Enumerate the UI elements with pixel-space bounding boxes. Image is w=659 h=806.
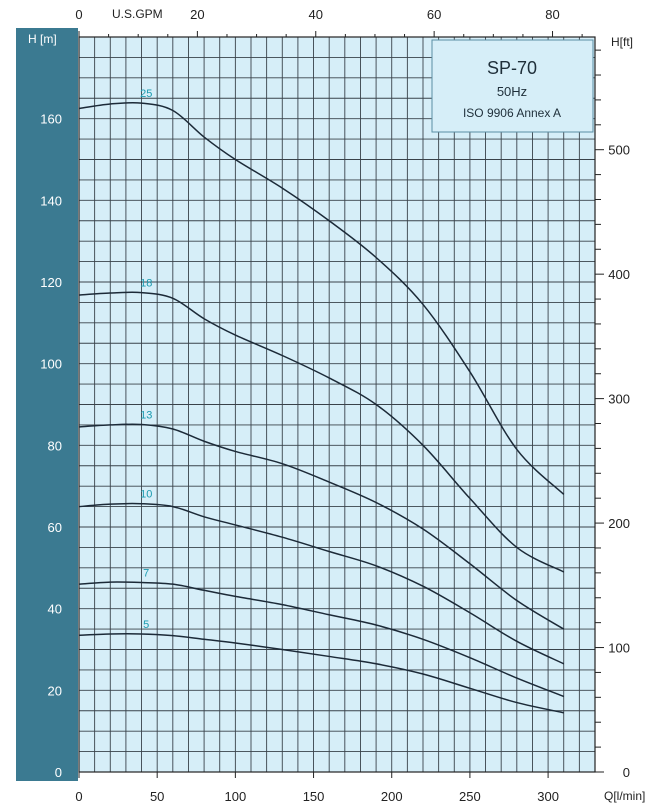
y-tick-label: 120 [40,275,62,290]
y-tick-label: 140 [40,193,62,208]
info-box-standard: ISO 9906 Annex A [463,106,561,120]
x-top-tick-label: 60 [427,7,441,22]
x-top-tick-label: 20 [190,7,204,22]
x-tick-label: 0 [75,789,82,804]
series-label-5: 5 [143,619,149,631]
y-tick-label: 160 [40,112,62,127]
y-tick-label: 40 [48,602,62,617]
series-curve-13 [78,423,565,630]
y-right-axis-title: H[ft] [611,35,633,49]
series-curve-18 [78,291,565,573]
x-tick-label: 100 [225,789,247,804]
series-curve-25 [78,101,565,495]
x-top-tick-label: 0 [75,7,82,22]
curves [78,101,565,714]
series-curve-7 [78,581,565,698]
y-tick-label: 0 [55,765,62,780]
axes: 0 50 100 150 200 250 3000204060801001201401600… [40,7,630,804]
y-right-tick-label: 400 [608,267,630,282]
x-tick-label: 150 [303,789,325,804]
x-tick-label: 250 [459,789,481,804]
series-curve-5 [78,633,564,714]
y-right-tick-label: 300 [608,392,630,407]
y-tick-label: 60 [48,520,62,535]
series-label-10: 10 [140,489,152,501]
y-axis-title: H [m] [28,32,57,46]
series-labels: 25 18 13 10 7 5 [140,88,152,631]
x-tick-label: 50 [150,789,164,804]
y-tick-label: 80 [48,438,62,453]
y-right-tick-label: 200 [608,516,630,531]
x-axis-title: Q[l/min] [604,789,645,803]
x-tick-label: 200 [381,789,403,804]
grid [79,37,595,772]
x-top-tick-label: 40 [309,7,323,22]
series-label-18: 18 [140,278,152,290]
info-box-frequency: 50Hz [497,84,527,99]
info-box-frame [431,39,594,133]
series-label-13: 13 [140,410,152,422]
info-box-title: SP-70 [487,58,537,78]
info-box: SP-70 50Hz ISO 9906 Annex A [431,39,594,133]
x-top-tick-label: 80 [545,7,559,22]
series-label-25: 25 [140,88,152,100]
y-right-tick-label: 100 [608,641,630,656]
y-tick-label: 100 [40,357,62,372]
x-top-axis-title: U.S.GPM [112,7,163,21]
y-right-tick-label: 500 [608,143,630,158]
x-tick-label: 300 [537,789,559,804]
left-axis-band [16,28,78,781]
y-right-tick-label: 0 [623,765,630,780]
y-tick-label: 20 [48,683,62,698]
series-label-7: 7 [143,568,149,580]
series-curve-10 [78,502,565,665]
